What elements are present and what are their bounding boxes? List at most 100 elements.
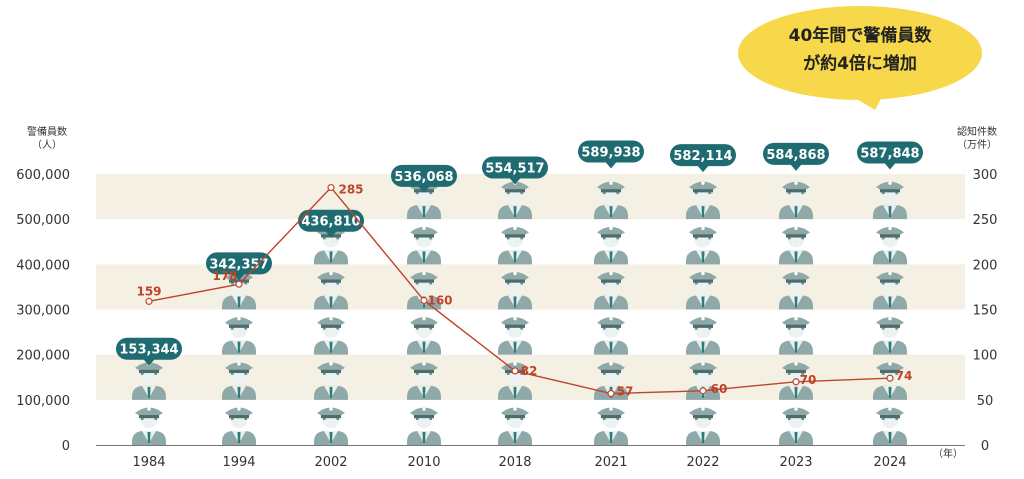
- guard-icon: [873, 316, 907, 355]
- guard-icon: [873, 226, 907, 265]
- crime-count-point: [792, 378, 800, 386]
- x-tick-label: 2022: [686, 455, 719, 470]
- callout-bubble: 40年間で警備員数 が約4倍に増加: [738, 6, 982, 110]
- value-badge-pointer: [884, 162, 896, 170]
- y-right-tick-label: 250: [973, 213, 998, 228]
- y-left-axis-unit: （人）: [32, 140, 62, 151]
- crime-count-point: [420, 296, 428, 305]
- value-badge-pointer: [418, 185, 430, 193]
- guard-icon: [686, 407, 720, 445]
- guard-icon: [498, 316, 532, 355]
- value-badge-pointer: [143, 358, 155, 366]
- x-tick-label: 2018: [498, 455, 531, 470]
- guard-icon: [594, 407, 628, 445]
- value-badge-pointer: [233, 273, 245, 281]
- value-badge-pointer: [509, 177, 521, 185]
- value-badge: 582,114: [670, 144, 736, 173]
- value-badge-box: [670, 144, 736, 167]
- value-badge: 554,517: [482, 156, 548, 185]
- annotation-line-2: が約4倍に増加: [803, 53, 917, 74]
- crime-count-label: 159: [136, 284, 161, 298]
- value-badge-box: [857, 141, 923, 164]
- y-left-tick-label: 200,000: [16, 349, 70, 364]
- guard-icon: [594, 226, 628, 265]
- value-badge: 153,344: [116, 337, 182, 366]
- y-right-tick-label: 200: [973, 258, 998, 273]
- guard-bar: [779, 181, 813, 445]
- guard-columns: [132, 181, 907, 445]
- guard-bar: [686, 181, 720, 445]
- y-left-tick-label: 400,000: [16, 258, 70, 273]
- guard-icon: [498, 407, 532, 445]
- x-tick-label: 2010: [407, 455, 440, 470]
- guard-icon: [686, 316, 720, 355]
- y-right-tick-label: 150: [973, 304, 998, 319]
- guard-icon: [407, 226, 441, 265]
- guard-bar: [314, 226, 348, 445]
- guard-icon: [779, 316, 813, 355]
- crime-count-label: 285: [338, 183, 363, 197]
- value-badge: 587,848: [857, 141, 923, 170]
- crime-count-point: [511, 367, 519, 375]
- x-tick-label: 2021: [594, 455, 627, 470]
- value-badge-label: 554,517: [485, 162, 544, 177]
- crime-count-label: 57: [617, 385, 634, 399]
- guard-icon: [222, 407, 256, 445]
- guard-icon: [314, 316, 348, 355]
- value-badge-pointer: [790, 163, 802, 171]
- y-right-axis-unit: （万件）: [957, 140, 997, 151]
- y-right-tick-label: 300: [973, 168, 998, 183]
- value-badge-box: [763, 142, 829, 165]
- guard-icon: [314, 407, 348, 445]
- x-axis-unit: （年）: [933, 447, 963, 460]
- value-badge-label: 536,068: [394, 170, 453, 185]
- guard-icon: [407, 407, 441, 445]
- value-badge-pointer: [325, 230, 337, 238]
- value-badge-label: 436,810: [301, 215, 360, 230]
- y-right-axis-label: 認知件数: [957, 127, 997, 138]
- crime-count-label: 60: [711, 382, 728, 396]
- y-right-tick-label: 0: [981, 439, 989, 454]
- x-tick-label: 1984: [132, 455, 165, 470]
- crime-count-label: 70: [800, 373, 817, 387]
- value-badge-box: [391, 164, 457, 187]
- guard-icon: [498, 226, 532, 265]
- crime-count-label: 74: [896, 369, 913, 383]
- guard-bar: [594, 181, 628, 445]
- y-left-axis-title: 警備員数 （人）: [18, 126, 76, 152]
- value-badge-label: 589,938: [581, 146, 640, 161]
- value-badge-box: [298, 209, 364, 232]
- guard-icon: [594, 316, 628, 355]
- value-badge: 536,068: [391, 164, 457, 193]
- value-badge: 584,868: [763, 142, 829, 171]
- guard-count-labels: 153,344342,357436,810536,068554,517589,9…: [116, 140, 923, 366]
- value-badge: 589,938: [578, 140, 644, 169]
- guard-icon: [779, 407, 813, 445]
- y-left-tick-label: 0: [62, 439, 70, 454]
- annotation-callout: 40年間で警備員数 が約4倍に増加: [735, 3, 985, 111]
- crime-count-point: [699, 387, 707, 395]
- value-badge-label: 587,848: [860, 146, 919, 161]
- value-badge-label: 582,114: [673, 149, 732, 164]
- value-badge-box: [116, 337, 182, 360]
- crime-count-label: 82: [521, 364, 538, 378]
- value-badge: 436,810: [298, 209, 364, 238]
- y-left-axis-label: 警備員数: [27, 127, 67, 138]
- crime-count-point: [235, 280, 243, 288]
- value-badge-label: 584,868: [766, 148, 825, 163]
- guard-icon: [873, 407, 907, 445]
- crime-count-point: [327, 183, 335, 192]
- value-badge-pointer: [697, 165, 709, 173]
- y-right-tick-label: 50: [977, 394, 994, 409]
- x-tick-label: 2024: [873, 455, 906, 470]
- crime-count-point: [607, 389, 615, 398]
- guard-bar: [407, 181, 441, 445]
- axes: 0 100,000 200,000 300,000 400,000 500,000 600,…: [16, 168, 997, 470]
- value-badge-box: [578, 140, 644, 163]
- crime-count-series: 159 178 285 160 82 57 60 70 74: [136, 183, 912, 399]
- value-badge-box: [206, 252, 272, 275]
- y-left-tick-label: 600,000: [16, 168, 70, 183]
- annotation-line-1: 40年間で警備員数: [789, 25, 933, 46]
